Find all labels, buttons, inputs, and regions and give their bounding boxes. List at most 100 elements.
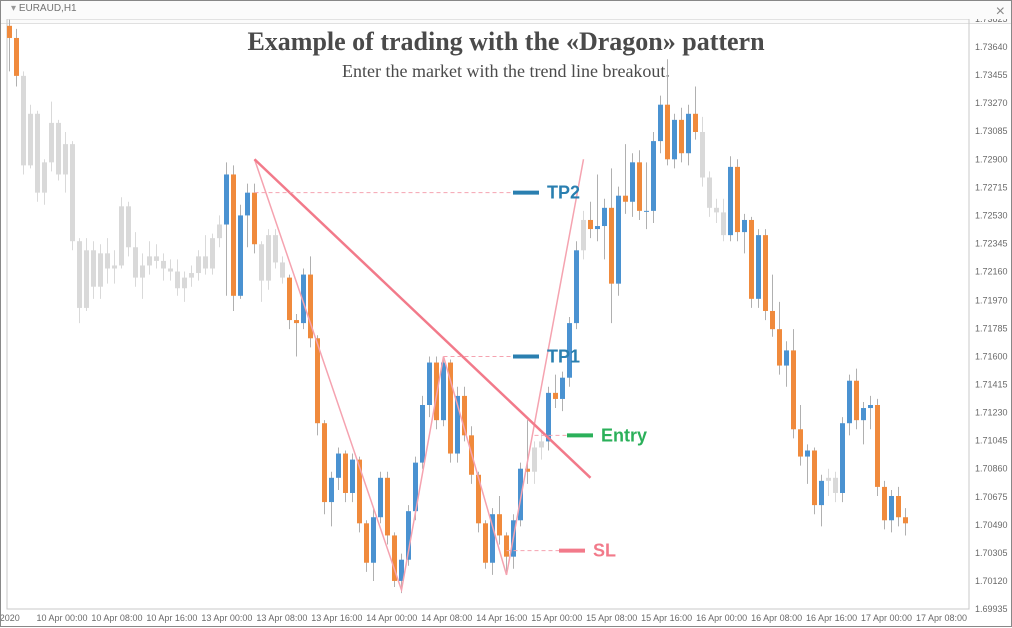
chart-plot: 1.738251.736401.734551.732701.730851.729… [1, 19, 1011, 626]
candle [560, 378, 565, 399]
candle [497, 514, 502, 535]
candle [14, 38, 19, 76]
xaxis-tick-label: 16 Apr 00:00 [696, 613, 747, 623]
yaxis-tick-label: 1.71970 [975, 295, 1008, 305]
yaxis-tick-label: 1.73455 [975, 70, 1008, 80]
candle [749, 220, 754, 299]
entry-label: Entry [601, 425, 647, 445]
candle [805, 451, 810, 457]
candle [49, 123, 54, 162]
candle [784, 350, 789, 365]
candle [616, 196, 621, 284]
candle [574, 250, 579, 323]
candle [539, 441, 544, 447]
symbol-label: EURAUD,H1 [19, 3, 77, 14]
candle [56, 123, 61, 175]
candle [343, 454, 348, 493]
candle [98, 253, 103, 286]
candle [259, 244, 264, 280]
candle [840, 423, 845, 493]
candle [868, 405, 873, 408]
yaxis-tick-label: 1.72530 [975, 210, 1008, 220]
yaxis-tick-label: 1.69935 [975, 604, 1008, 614]
candle [196, 256, 201, 273]
candle [203, 256, 208, 268]
yaxis-tick-label: 1.70120 [975, 576, 1008, 586]
candle [623, 196, 628, 202]
candle [364, 523, 369, 562]
candle [602, 208, 607, 226]
candle [294, 320, 299, 323]
candle [728, 167, 733, 235]
candle [182, 278, 187, 289]
candle [896, 496, 901, 517]
candle [322, 423, 327, 502]
candle [686, 114, 691, 153]
candle [553, 393, 558, 399]
dragon-pattern-line [255, 159, 584, 590]
candle [28, 114, 33, 166]
yaxis-tick-label: 1.72900 [975, 154, 1008, 164]
candle [679, 120, 684, 153]
candle [350, 460, 355, 493]
candle [154, 256, 159, 261]
candle [532, 447, 537, 471]
candle [742, 220, 747, 232]
candle [735, 167, 740, 232]
candle [665, 105, 670, 160]
xaxis-tick-label: 13 Apr 16:00 [311, 613, 362, 623]
xaxis-tick-label: 15 Apr 16:00 [641, 613, 692, 623]
xaxis-tick-label: 16 Apr 08:00 [751, 613, 802, 623]
candle [581, 220, 586, 250]
candle [378, 478, 383, 517]
candle [147, 256, 152, 265]
candle [637, 162, 642, 211]
xaxis-tick-label: 10 Apr 08:00 [91, 613, 142, 623]
candle [546, 393, 551, 442]
yaxis-tick-label: 1.70305 [975, 548, 1008, 558]
sl-label: SL [593, 541, 616, 561]
candle [427, 363, 432, 405]
tp1-label: TP1 [547, 346, 580, 366]
candle [819, 481, 824, 505]
candle [854, 381, 859, 420]
candle [441, 363, 446, 421]
candle [21, 76, 26, 165]
candle [651, 141, 656, 211]
candle [210, 238, 215, 268]
dropdown-icon[interactable]: ▾ [11, 3, 16, 14]
yaxis-tick-label: 1.70675 [975, 492, 1008, 502]
candle [812, 451, 817, 506]
candle [266, 235, 271, 281]
candle [42, 162, 47, 192]
yaxis-tick-label: 1.73825 [975, 19, 1008, 24]
candle [847, 381, 852, 423]
xaxis-tick-label: 14 Apr 00:00 [366, 613, 417, 623]
candle [420, 405, 425, 463]
yaxis-tick-label: 1.73640 [975, 42, 1008, 52]
xaxis-tick-label: 17 Apr 08:00 [916, 613, 967, 623]
xaxis-tick-label: 16 Apr 16:00 [806, 613, 857, 623]
xaxis-tick-label: 14 Apr 08:00 [421, 613, 472, 623]
candle [833, 478, 838, 493]
candle [35, 114, 40, 193]
candle [875, 405, 880, 487]
candle [707, 177, 712, 207]
candle [756, 235, 761, 299]
yaxis-tick-label: 1.72160 [975, 267, 1008, 277]
candle [483, 523, 488, 562]
candle [133, 247, 138, 277]
candle [798, 429, 803, 456]
yaxis-tick-label: 1.71785 [975, 323, 1008, 333]
candle [329, 478, 334, 502]
candle [189, 273, 194, 278]
candle [609, 208, 614, 284]
candle [112, 265, 117, 268]
yaxis-tick-label: 1.72345 [975, 238, 1008, 248]
candle [826, 478, 831, 481]
candle [7, 26, 12, 38]
candle [77, 241, 82, 308]
candle [245, 193, 250, 216]
candle [84, 250, 89, 308]
xaxis-tick-label: 10 Apr 00:00 [36, 613, 87, 623]
